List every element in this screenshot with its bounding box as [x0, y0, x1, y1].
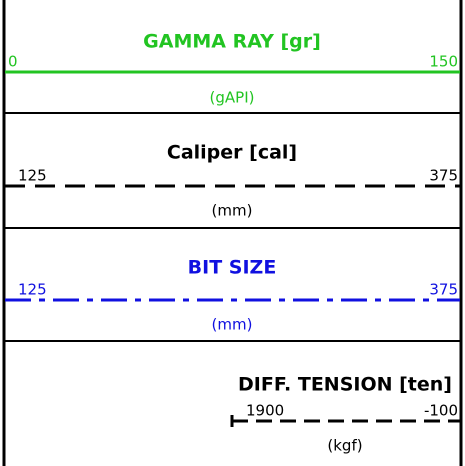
scale-left: 0 — [8, 53, 18, 71]
scale-right: 375 — [429, 281, 458, 299]
scale-left: 125 — [18, 167, 47, 185]
scale-right: -100 — [424, 402, 458, 420]
scale-right: 375 — [429, 167, 458, 185]
track-title: GAMMA RAY [gr] — [143, 31, 321, 53]
track-unit: (kgf) — [327, 437, 362, 455]
track-title: BIT SIZE — [188, 257, 277, 279]
track-unit: (mm) — [212, 202, 253, 220]
track-title: Caliper [cal] — [167, 142, 297, 164]
track-unit: (gAPI) — [210, 89, 255, 107]
track-unit: (mm) — [212, 316, 253, 334]
track-title: DIFF. TENSION [ten] — [238, 374, 452, 396]
scale-right: 150 — [429, 53, 458, 71]
scale-left: 125 — [18, 281, 47, 299]
scale-left: 1900 — [246, 402, 284, 420]
